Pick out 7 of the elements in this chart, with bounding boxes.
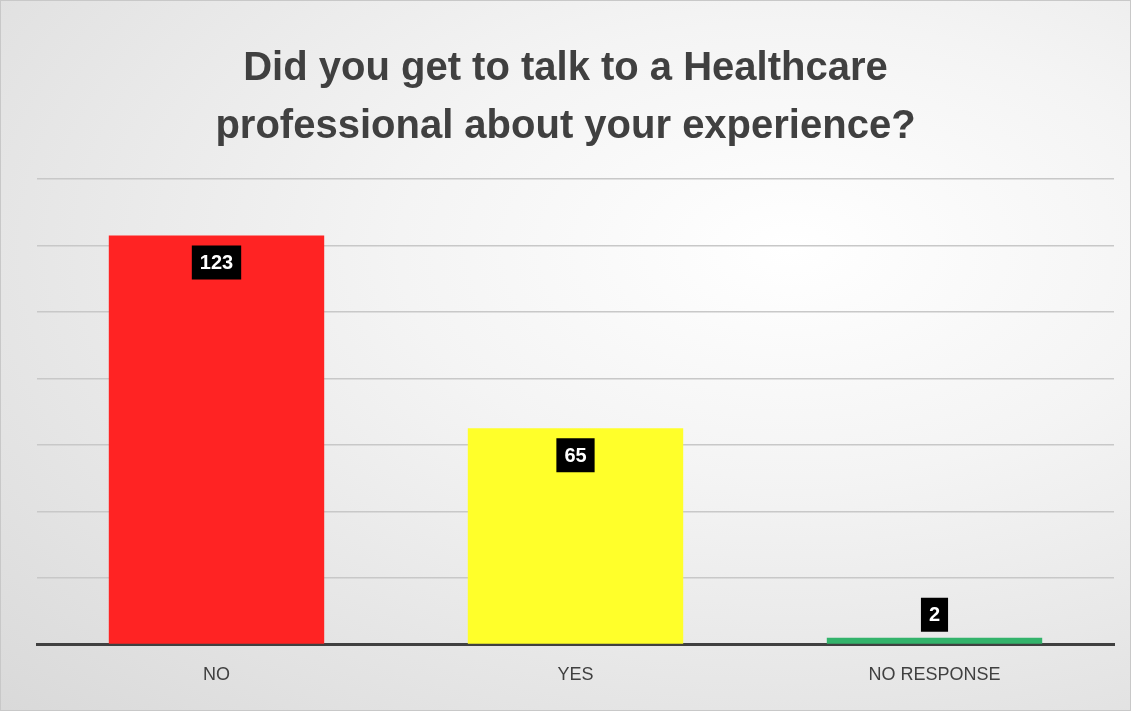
x-tick-label: YES: [557, 664, 594, 685]
x-tick-label: NO: [203, 664, 230, 685]
chart-title: Did you get to talk to a Healthcare professional about your experience?: [214, 43, 917, 148]
data-label: 2: [928, 603, 941, 626]
data-label: 123: [199, 251, 234, 274]
x-tick-label: NO RESPONSE: [868, 664, 1001, 685]
data-label: 65: [564, 443, 587, 466]
